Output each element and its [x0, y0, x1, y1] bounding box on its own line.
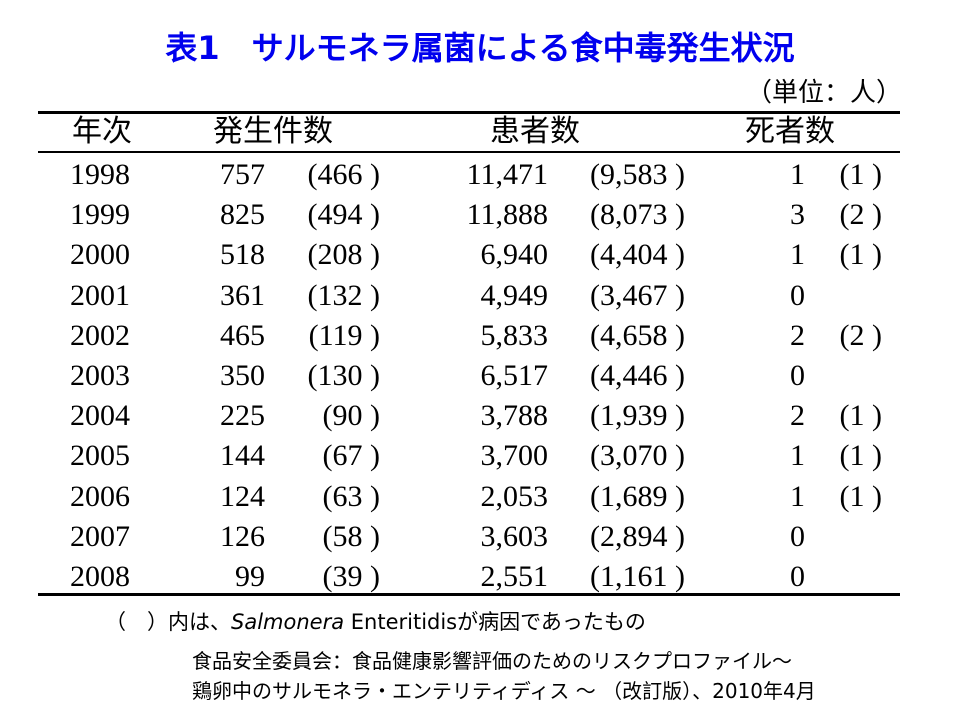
title: 表1 サルモネラ属菌による食中毒発生状況 — [165, 29, 795, 67]
patients-cell: 5,833 — [480, 318, 549, 352]
year-cell: 1999 — [70, 198, 130, 232]
cases-note-cell: (130 ) — [307, 359, 380, 392]
deaths-cell: 1 — [790, 439, 805, 473]
cases-cell: 757 — [220, 158, 265, 191]
patients-note-cell: (1,161 ) — [590, 560, 685, 593]
patients-note-cell: (4,658 ) — [590, 318, 685, 352]
cases-note-cell: (58 ) — [322, 519, 380, 553]
footnote: （ ）内は、Salmonera Enteritidisが病因であったもの — [105, 612, 646, 633]
deaths-cell: 0 — [790, 519, 805, 553]
cases-note-cell: (119 ) — [308, 318, 380, 352]
cases-note-cell: (132 ) — [307, 278, 380, 312]
patients-note-cell: (9,583 ) — [590, 158, 685, 191]
cases-cell: 465 — [220, 318, 265, 352]
deaths-cell: 2 — [790, 399, 805, 433]
year-cell: 1998 — [70, 158, 130, 191]
patients-cell: 11,471 — [466, 158, 548, 191]
year-cell: 2008 — [70, 560, 130, 593]
cases-cell: 825 — [220, 198, 265, 232]
source-line: 鶏卵中のサルモネラ・エンテリティディス ～ （改訂版）、2010年4月 — [192, 679, 816, 703]
deaths-note-cell: (1 ) — [839, 158, 882, 191]
patients-note-cell: (8,073 ) — [590, 198, 685, 232]
deaths-note-cell: (1 ) — [839, 399, 882, 433]
patients-note-cell: (4,446 ) — [590, 359, 685, 392]
deaths-note-cell: (1 ) — [839, 439, 882, 473]
deaths-cell: 0 — [790, 359, 805, 392]
cases-cell: 350 — [220, 359, 265, 392]
deaths-cell: 1 — [790, 479, 805, 513]
cases-note-cell: (67 ) — [322, 439, 380, 473]
footnote-text: （ ）内は、 — [105, 610, 231, 634]
header-cell: 発生件数 — [213, 115, 333, 148]
deaths-note-cell: (2 ) — [839, 318, 882, 352]
cases-note-cell: (63 ) — [322, 479, 380, 513]
header-rule — [38, 151, 900, 153]
footnote-italic: Salmonera — [231, 610, 345, 634]
cases-cell: 99 — [235, 560, 265, 593]
table-top-rule — [38, 111, 900, 114]
deaths-cell: 2 — [790, 318, 805, 352]
cases-note-cell: (208 ) — [307, 238, 380, 272]
header-cell: 患者数 — [490, 115, 580, 148]
cases-note-cell: (466 ) — [307, 158, 380, 191]
source-line: 食品安全委員会：食品健康影響評価のためのリスクプロファイル～ — [192, 649, 792, 673]
patients-note-cell: (4,404 ) — [590, 238, 685, 272]
year-cell: 2003 — [70, 359, 130, 392]
patients-note-cell: (3,467 ) — [590, 278, 685, 312]
year-cell: 2000 — [70, 238, 130, 272]
year-cell: 2002 — [70, 318, 130, 352]
cases-cell: 518 — [220, 238, 265, 272]
patients-cell: 4,949 — [480, 278, 549, 312]
patients-note-cell: (2,894 ) — [590, 519, 685, 553]
year-cell: 2001 — [70, 278, 130, 312]
year-cell: 2006 — [70, 479, 130, 513]
patients-cell: 3,700 — [480, 439, 549, 473]
cases-cell: 361 — [220, 278, 265, 312]
patients-cell: 2,551 — [480, 560, 549, 593]
deaths-cell: 1 — [790, 238, 805, 272]
deaths-cell: 1 — [790, 158, 805, 191]
header-cell: 死者数 — [745, 115, 835, 148]
footnote-text: Enteritidisが病因であったもの — [344, 610, 646, 634]
deaths-note-cell: (2 ) — [839, 198, 882, 232]
patients-cell: 11,888 — [466, 198, 548, 232]
deaths-note-cell: (1 ) — [839, 238, 882, 272]
deaths-note-cell: (1 ) — [839, 479, 882, 513]
patients-note-cell: (1,939 ) — [590, 399, 685, 433]
cases-note-cell: (90 ) — [322, 399, 380, 433]
cases-note-cell: (39 ) — [322, 560, 380, 593]
year-cell: 2007 — [70, 519, 130, 553]
cases-cell: 126 — [220, 519, 265, 553]
patients-cell: 3,788 — [480, 399, 549, 433]
deaths-cell: 3 — [790, 198, 805, 232]
year-cell: 2004 — [70, 399, 130, 433]
cases-cell: 124 — [220, 479, 265, 513]
patients-cell: 3,603 — [480, 519, 549, 553]
patients-cell: 6,940 — [480, 238, 549, 272]
deaths-cell: 0 — [790, 560, 805, 593]
patients-note-cell: (3,070 ) — [590, 439, 685, 473]
table-bottom-rule — [38, 593, 900, 596]
patients-cell: 6,517 — [480, 359, 549, 392]
year-cell: 2005 — [70, 439, 130, 473]
patients-cell: 2,053 — [480, 479, 549, 513]
header-cell: 年次 — [72, 115, 132, 148]
deaths-cell: 0 — [790, 278, 805, 312]
cases-cell: 144 — [220, 439, 265, 473]
patients-note-cell: (1,689 ) — [590, 479, 685, 513]
cases-note-cell: (494 ) — [307, 198, 380, 232]
unit: （単位：人） — [745, 78, 902, 107]
cases-cell: 225 — [220, 399, 265, 433]
